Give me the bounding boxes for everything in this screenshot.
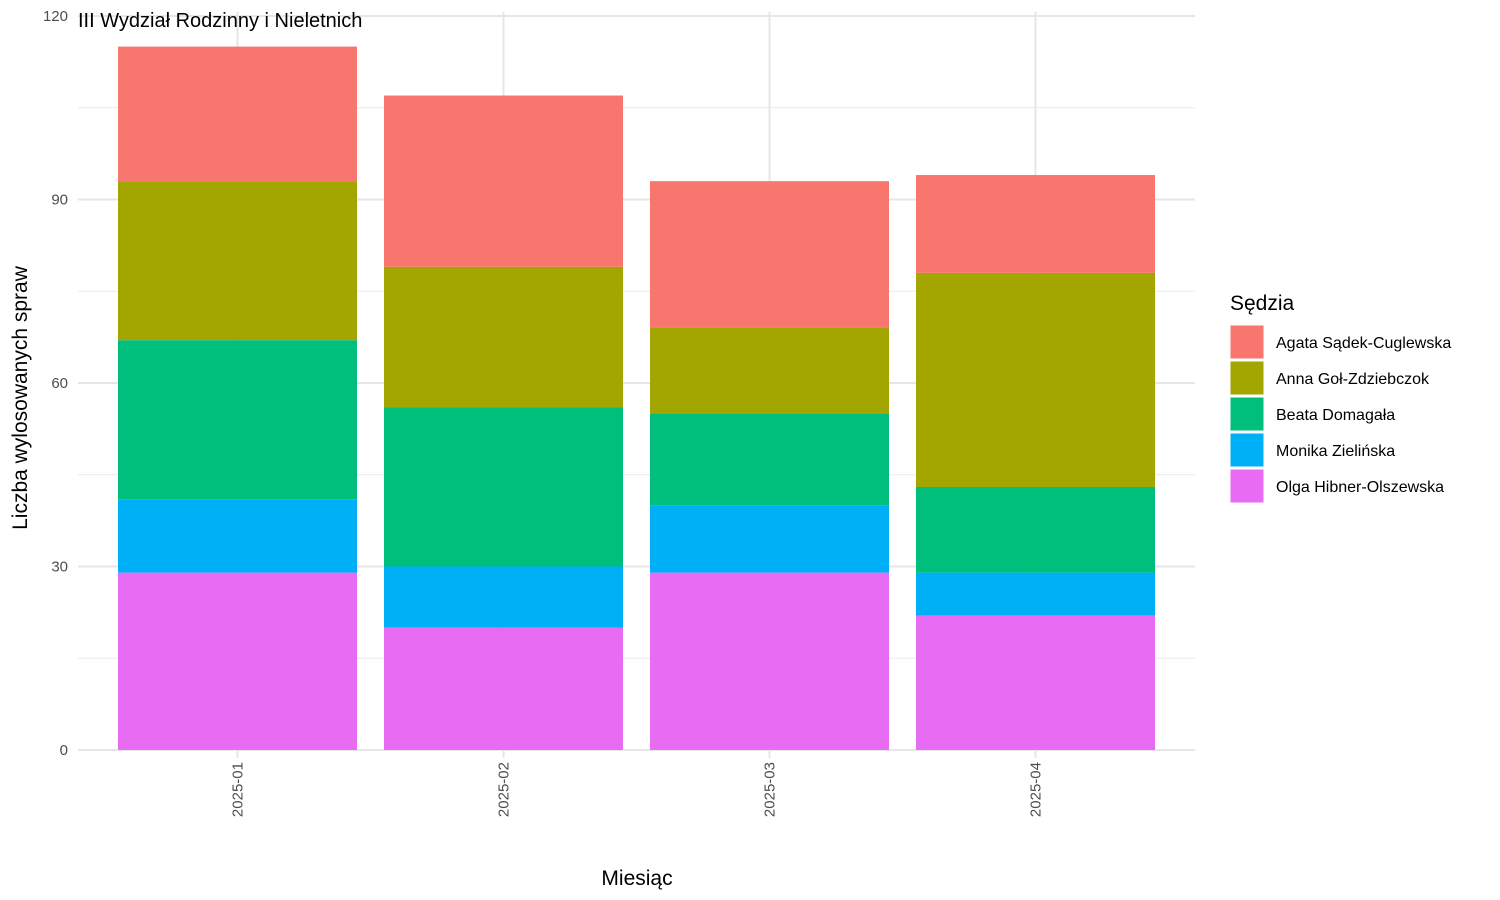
y-tick-label: 30 [51,559,68,576]
legend-label: Beata Domagała [1276,407,1395,424]
x-tick-label: 2025-02 [496,762,513,817]
y-tick-labels: 0 30 60 90 120 [43,8,68,759]
legend-swatch [1229,324,1265,360]
bar-segment [916,272,1155,487]
bars [118,46,1155,750]
legend-label: Olga Hibner-Olszewska [1276,479,1444,496]
bar-segment [650,572,889,750]
x-tick-label: 2025-03 [762,762,779,817]
y-tick-label: 120 [43,8,68,25]
bar-segment [916,572,1155,616]
legend-label: Agata Sądek-Cuglewska [1276,335,1451,352]
legend-label: Monika Zielińska [1276,443,1395,460]
bar-segment [916,486,1155,573]
bar-segment [650,327,889,414]
bar-segment [916,175,1155,273]
y-tick-label: 60 [51,375,68,392]
legend: Sędzia Agata Sądek-Cuglewska Anna Goł-Zdz… [1229,292,1451,504]
legend-swatch [1229,468,1265,504]
bar-segment [384,407,623,567]
bar-segment [118,572,357,750]
legend-swatch [1229,360,1265,396]
bar-segment [650,181,889,328]
legend-swatch [1229,396,1265,432]
chart-title: III Wydział Rodzinny i Nieletnich [78,10,362,32]
bar-segment [118,340,357,500]
bar-segment [384,566,623,628]
legend-label: Anna Goł-Zdziebczok [1276,371,1430,388]
bar-segment [384,266,623,408]
legend-title: Sędzia [1230,292,1295,315]
x-tick-label: 2025-01 [230,762,247,817]
bar-segment [916,615,1155,750]
y-tick-label: 90 [51,192,68,209]
bar-segment [384,95,623,267]
x-tick-label: 2025-04 [1028,762,1045,817]
bar-segment [650,505,889,573]
bar-segment [118,181,357,341]
y-axis-title: Liczba wylosowanych spraw [9,265,32,530]
bar-segment [384,627,623,750]
bar-segment [118,499,357,573]
bar-segment [650,413,889,506]
bar-segment [118,46,357,182]
x-axis-title: Miesiąc [601,867,672,890]
y-tick-label: 0 [60,742,68,759]
legend-swatch [1229,432,1265,468]
x-tick-labels: 2025-01 2025-02 2025-03 2025-04 [230,762,1045,817]
